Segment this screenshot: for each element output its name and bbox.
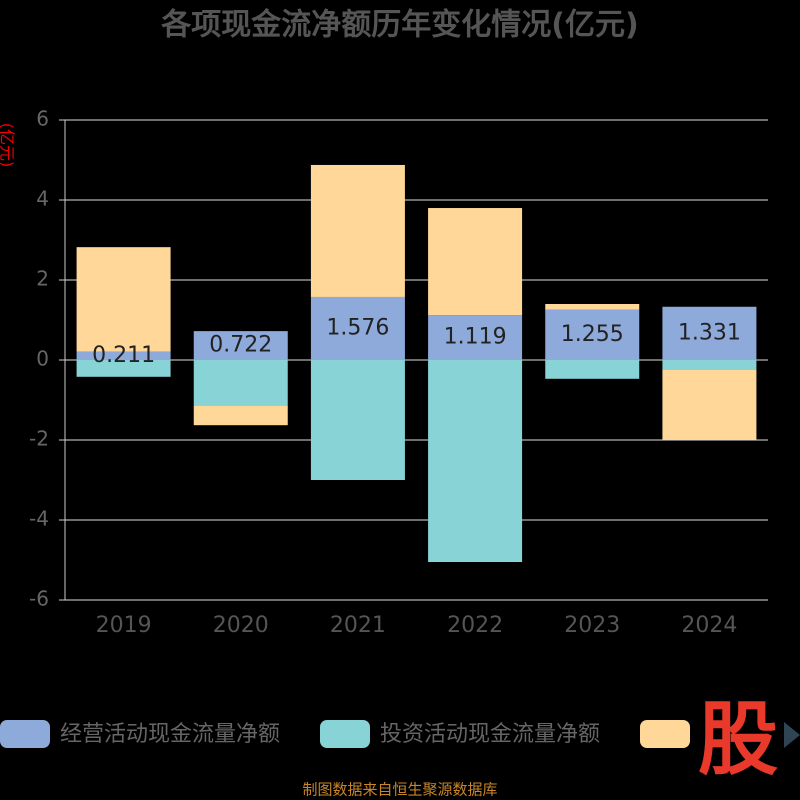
y-tick-label: -4 <box>29 507 49 531</box>
value-label: 1.119 <box>444 325 507 350</box>
bar <box>545 304 640 310</box>
bar <box>662 360 757 370</box>
bar <box>310 164 405 297</box>
y-tick-label: 6 <box>36 107 49 131</box>
x-tick-label: 2024 <box>681 613 737 638</box>
legend-swatch <box>640 720 690 748</box>
y-axis-label: (亿元) <box>0 123 17 168</box>
x-tick-label: 2019 <box>96 613 152 638</box>
bar <box>428 360 523 562</box>
y-tick-label: -2 <box>29 427 49 451</box>
logo: 股 <box>698 693 778 786</box>
bar <box>545 360 640 379</box>
bar <box>428 208 523 316</box>
bar <box>310 360 405 480</box>
bar <box>76 360 171 377</box>
x-tick-label: 2022 <box>447 613 503 638</box>
bar <box>428 315 523 360</box>
legend-swatch <box>0 720 50 748</box>
y-tick-label: 4 <box>36 187 49 211</box>
y-tick-label: 0 <box>36 347 49 371</box>
x-tick-label: 2021 <box>330 613 386 638</box>
bar <box>193 331 288 360</box>
legend-label: 投资活动现金流量净额 <box>380 722 600 747</box>
legend-swatch <box>320 720 370 748</box>
value-label: 0.211 <box>92 343 155 368</box>
y-tick-label: 2 <box>36 267 49 291</box>
value-label: 0.722 <box>209 333 272 358</box>
bar <box>193 360 288 406</box>
bar <box>76 247 171 352</box>
bar <box>310 296 405 360</box>
bar <box>662 370 757 440</box>
value-label: 1.331 <box>678 320 741 345</box>
bar <box>193 405 288 426</box>
bar <box>76 351 171 360</box>
bar <box>662 306 757 360</box>
x-tick-label: 2020 <box>213 613 269 638</box>
source-note: 制图数据来自恒生聚源数据库 <box>302 781 497 799</box>
chart-title: 各项现金流净额历年变化情况(亿元) <box>160 8 638 43</box>
value-label: 1.255 <box>561 322 624 347</box>
x-tick-label: 2023 <box>564 613 620 638</box>
value-label: 1.576 <box>326 315 389 340</box>
bar <box>545 309 640 360</box>
legend-arrow <box>784 722 800 748</box>
y-tick-label: -6 <box>29 587 49 611</box>
legend-label: 经营活动现金流量净额 <box>60 722 280 747</box>
